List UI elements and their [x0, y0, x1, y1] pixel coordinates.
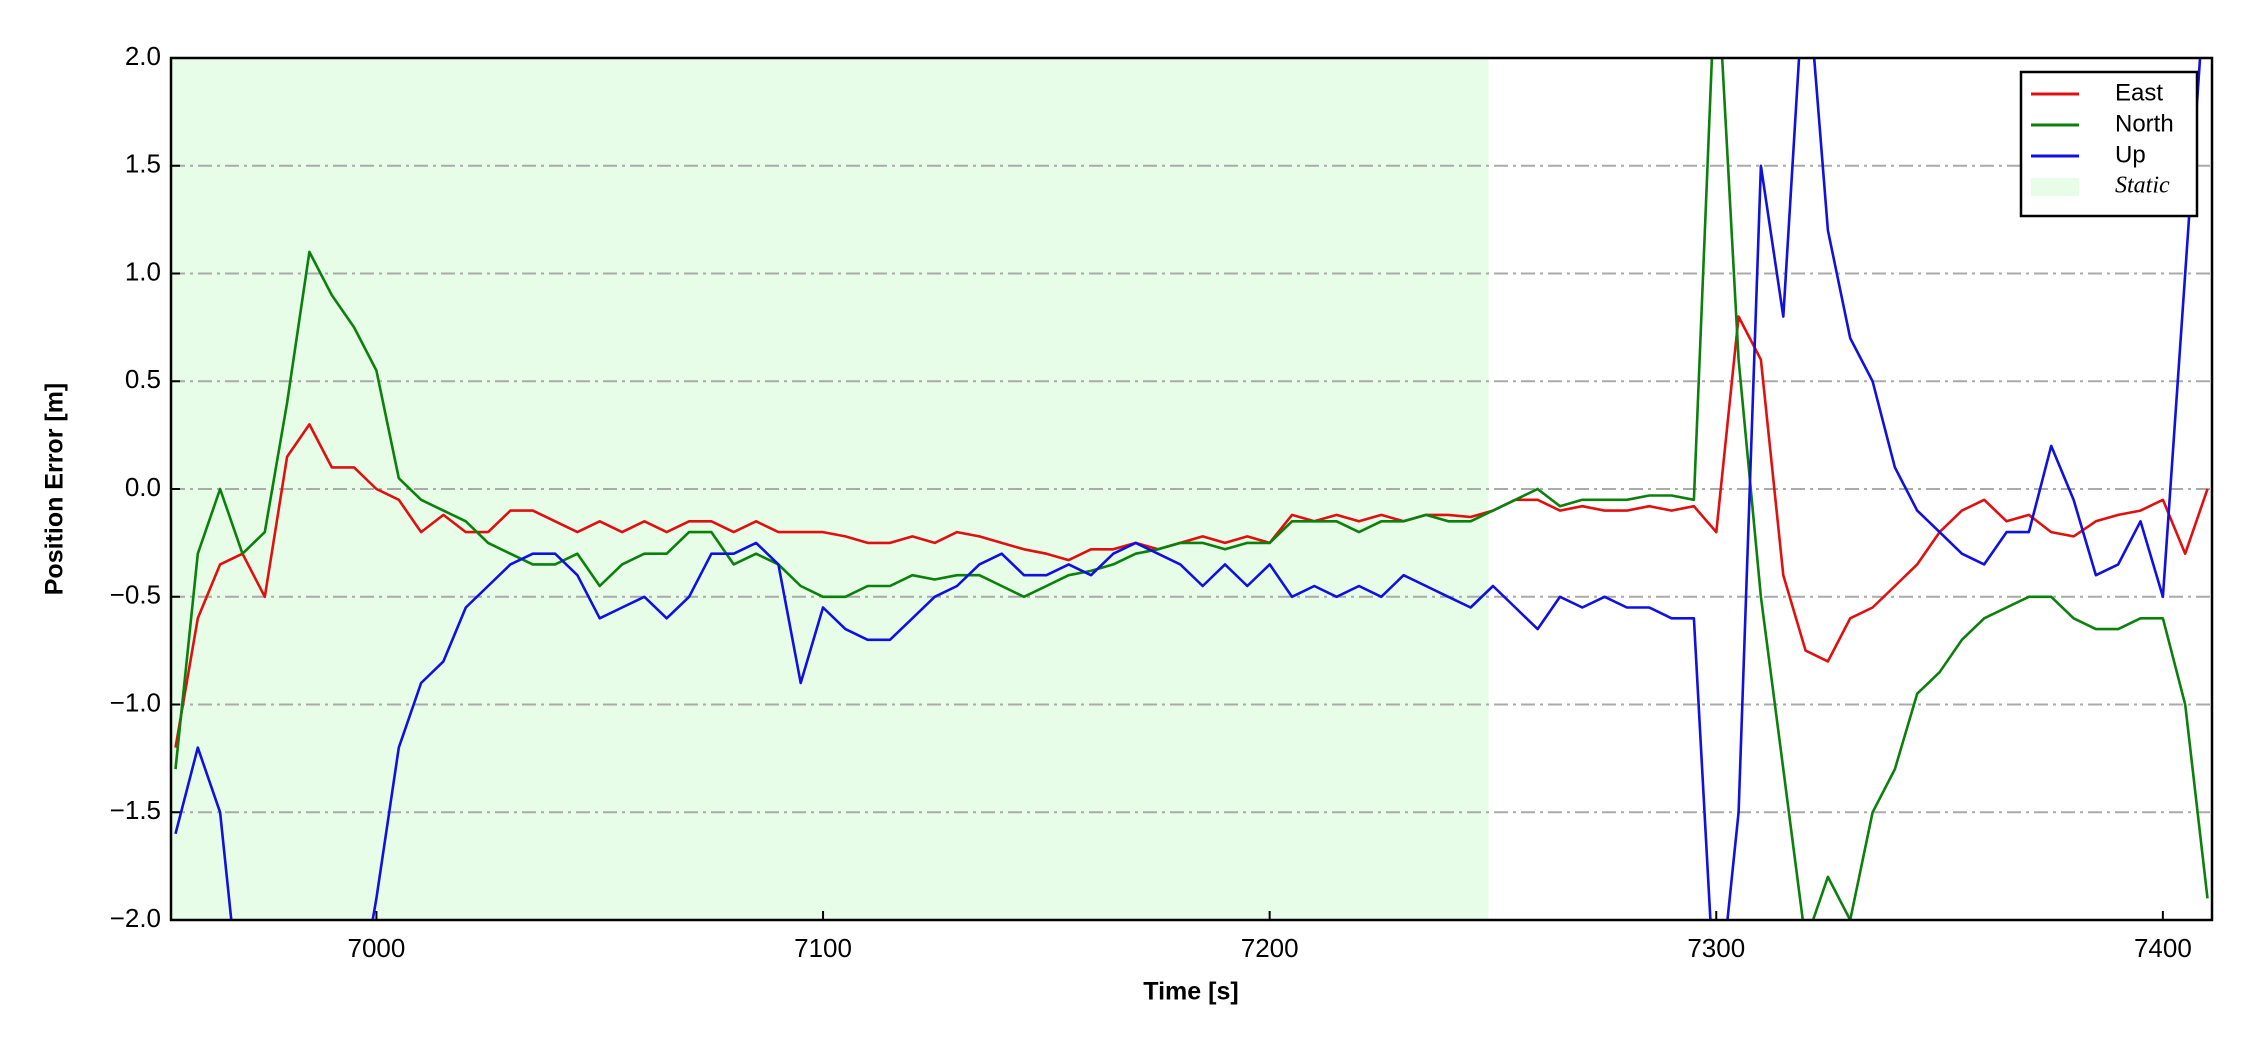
y-tick-label: 1.0 [125, 256, 161, 286]
y-tick-label: −1.0 [110, 687, 161, 717]
series-line [174, 58, 2209, 920]
legend-label: East [2115, 79, 2163, 106]
x-tick-label: 7300 [1687, 933, 1745, 963]
y-tick-label: 0.5 [125, 364, 161, 394]
legend: East North Up Static [2019, 70, 2199, 218]
x-tick-label: 7400 [2134, 933, 2192, 963]
x-tick-label: 7200 [1241, 933, 1299, 963]
legend-label: Up [2115, 141, 2146, 168]
x-tick-label: 7000 [348, 933, 406, 963]
legend-swatch [2031, 178, 2079, 196]
y-tick-label: −0.5 [110, 580, 161, 610]
series-line [174, 58, 2202, 920]
y-axis-label: Position Error [m] [41, 383, 69, 596]
y-tick-label: 2.0 [125, 41, 161, 71]
legend-label: Static [2115, 173, 2170, 199]
y-tick-label: 1.5 [125, 149, 161, 179]
legend-label: North [2115, 110, 2174, 137]
lines [174, 58, 2209, 920]
series-line [174, 315, 2209, 748]
y-tick-label: −2.0 [110, 903, 161, 933]
y-tick-label: 0.0 [125, 472, 161, 502]
y-tick-label: −1.5 [110, 795, 161, 825]
x-axis-label: Time [s] [1143, 978, 1238, 1006]
ticks: −2.0 −1.5 −1.0 −0.5 0.0 0.5 1.0 1.5 2.0 7000 7100 7… [110, 41, 2192, 963]
x-tick-label: 7100 [794, 933, 852, 963]
